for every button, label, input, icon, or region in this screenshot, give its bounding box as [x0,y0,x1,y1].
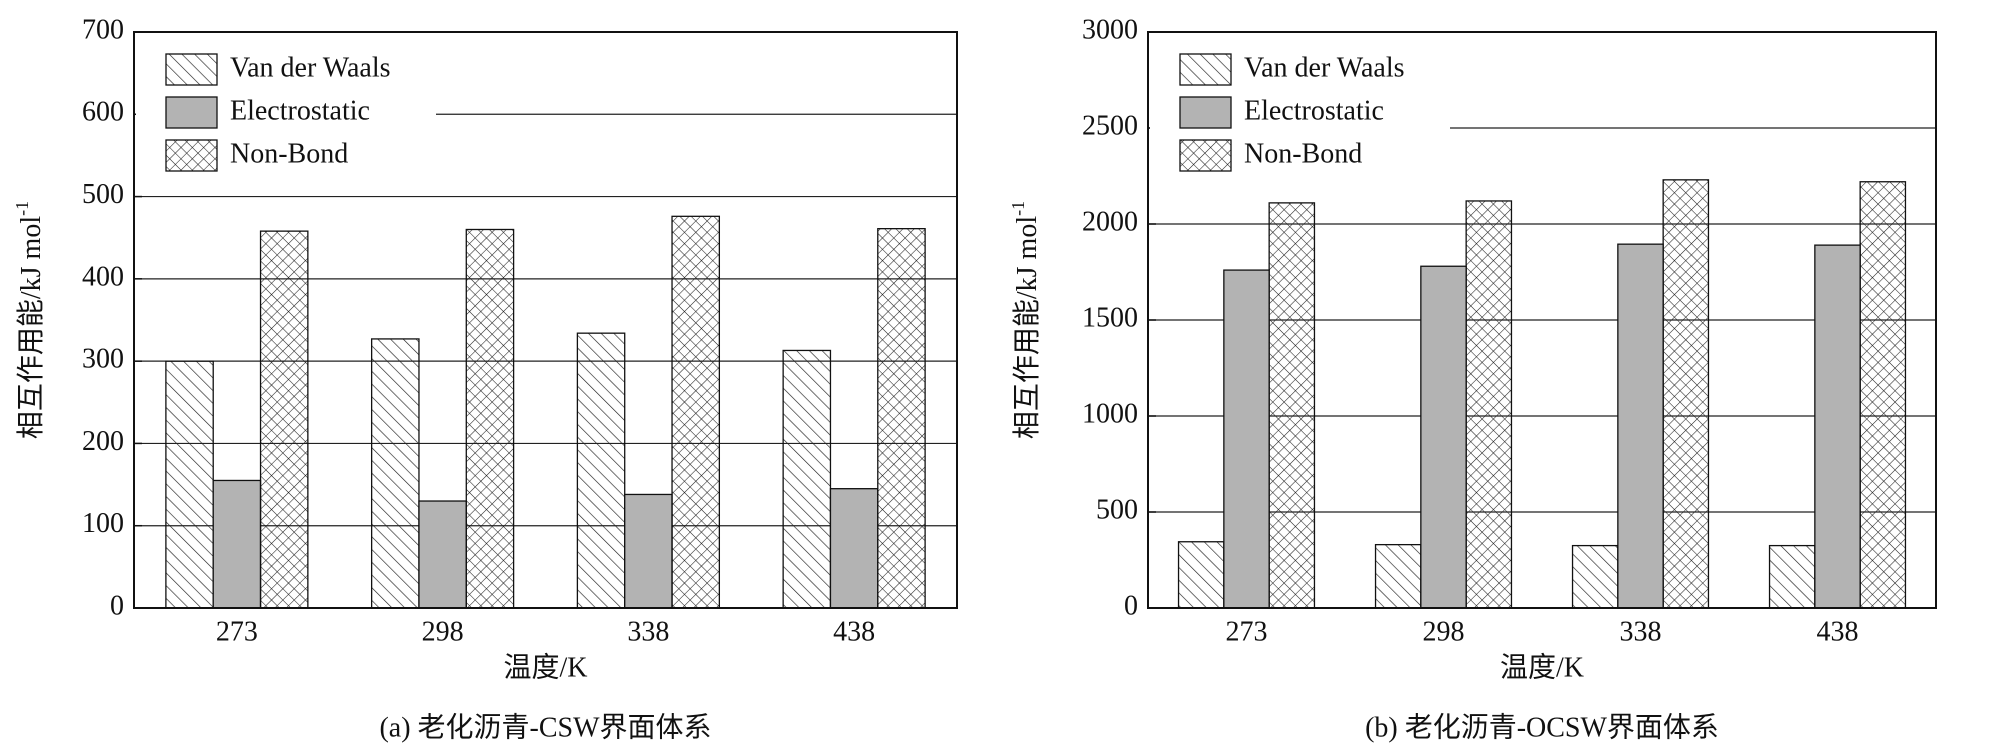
bar [1768,544,1816,609]
bar [877,228,926,609]
bar [212,479,262,609]
x-tick-label: 273 [1226,616,1268,647]
y-tick-label: 300 [82,344,124,375]
bar [1420,265,1467,609]
legend-swatch [165,96,218,129]
legend-label: Van der Waals [1244,52,1405,83]
legend-label: Non-Bond [1244,138,1362,169]
bar [1571,544,1619,609]
y-tick-label: 3000 [1082,14,1138,45]
bar [829,488,879,609]
legend-label: Non-Bond [230,138,348,169]
caption: (b) 老化沥青-OCSW界面体系 [1365,711,1719,743]
bar [259,230,309,609]
y-tick-label: 1500 [1082,302,1138,333]
x-tick-label: 273 [216,616,258,647]
caption: (a) 老化沥青-CSW界面体系 [379,711,711,743]
legend-swatch [1179,96,1232,129]
legend-swatch [1179,53,1232,86]
y-axis-label-text: 相互作用能/kJ mol [1011,216,1043,439]
bar [1374,543,1422,609]
legend-label: Electrostatic [1244,95,1384,126]
y-axis-label-sup: -1 [1008,201,1028,216]
y-tick-label: 0 [110,590,124,621]
y-tick-label: 0 [1124,590,1138,621]
x-axis-label: 温度/K [503,651,587,683]
bar [465,228,515,609]
y-tick-label: 500 [1096,494,1138,525]
y-tick-label: 600 [82,97,124,128]
legend-swatch [165,53,218,86]
bar [624,493,673,609]
bar [370,338,420,609]
y-tick-label: 2500 [1082,110,1138,141]
y-axis-label-text: 相互作用能/kJ mol [15,216,47,439]
x-tick-label: 438 [1817,616,1859,647]
bar [165,360,214,609]
y-tick-label: 2000 [1082,206,1138,237]
bar [418,500,467,609]
bar [1177,541,1225,609]
legend-label: Van der Waals [230,52,391,83]
x-tick-label: 438 [833,616,875,647]
bar [1662,179,1710,609]
y-tick-label: 500 [82,179,124,210]
bar [1859,181,1907,609]
legend-label: Electrostatic [230,95,370,126]
legend-swatch [1179,139,1232,172]
y-axis-label-sup: -1 [12,201,32,216]
legend-swatch [165,139,218,172]
y-tick-label: 1000 [1082,398,1138,429]
plot-frame [133,31,958,609]
x-tick-label: 338 [627,616,669,647]
bar [1617,243,1664,609]
x-tick-label: 298 [1423,616,1465,647]
y-tick-label: 700 [82,14,124,45]
bar [1465,200,1513,609]
bar [1814,244,1861,609]
bar [671,215,721,609]
x-tick-label: 298 [422,616,464,647]
y-axis-label: 相互作用能/kJ mol-1 [1008,201,1043,439]
y-axis-label: 相互作用能/kJ mol-1 [12,201,47,439]
y-tick-label: 100 [82,508,124,539]
x-axis-label: 温度/K [1500,651,1584,683]
x-tick-label: 338 [1620,616,1662,647]
bar [782,349,832,609]
bar [576,332,626,609]
y-tick-label: 200 [82,426,124,457]
bar [1268,202,1316,609]
y-tick-label: 400 [82,261,124,292]
bar [1223,269,1270,609]
plot-frame [1147,31,1937,609]
